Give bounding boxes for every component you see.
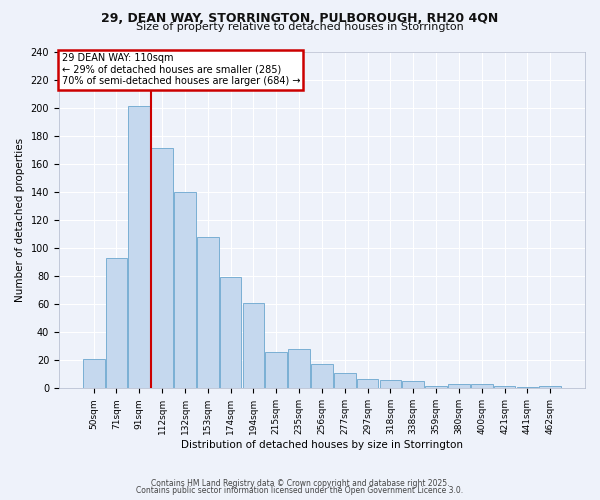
Text: 29 DEAN WAY: 110sqm
← 29% of detached houses are smaller (285)
70% of semi-detac: 29 DEAN WAY: 110sqm ← 29% of detached ho… [62,53,300,86]
Bar [242,302,265,388]
Bar [448,384,470,388]
Bar [174,192,196,388]
Bar [128,106,150,389]
Bar [494,386,515,388]
Bar [334,373,356,388]
Bar [403,382,424,388]
Bar [425,386,447,388]
Text: 29, DEAN WAY, STORRINGTON, PULBOROUGH, RH20 4QN: 29, DEAN WAY, STORRINGTON, PULBOROUGH, R… [101,12,499,26]
Bar [357,378,379,388]
Bar [265,352,287,389]
Bar [517,387,538,388]
Bar [311,364,333,388]
Bar [83,359,104,388]
Bar [151,148,173,388]
Text: Size of property relative to detached houses in Storrington: Size of property relative to detached ho… [136,22,464,32]
Bar [380,380,401,388]
Bar [220,278,241,388]
Bar [197,237,218,388]
Y-axis label: Number of detached properties: Number of detached properties [15,138,25,302]
Text: Contains HM Land Registry data © Crown copyright and database right 2025.: Contains HM Land Registry data © Crown c… [151,478,449,488]
Text: Contains public sector information licensed under the Open Government Licence 3.: Contains public sector information licen… [136,486,464,495]
Bar [539,386,561,388]
Bar [288,349,310,389]
X-axis label: Distribution of detached houses by size in Storrington: Distribution of detached houses by size … [181,440,463,450]
Bar [106,258,127,388]
Bar [471,384,493,388]
